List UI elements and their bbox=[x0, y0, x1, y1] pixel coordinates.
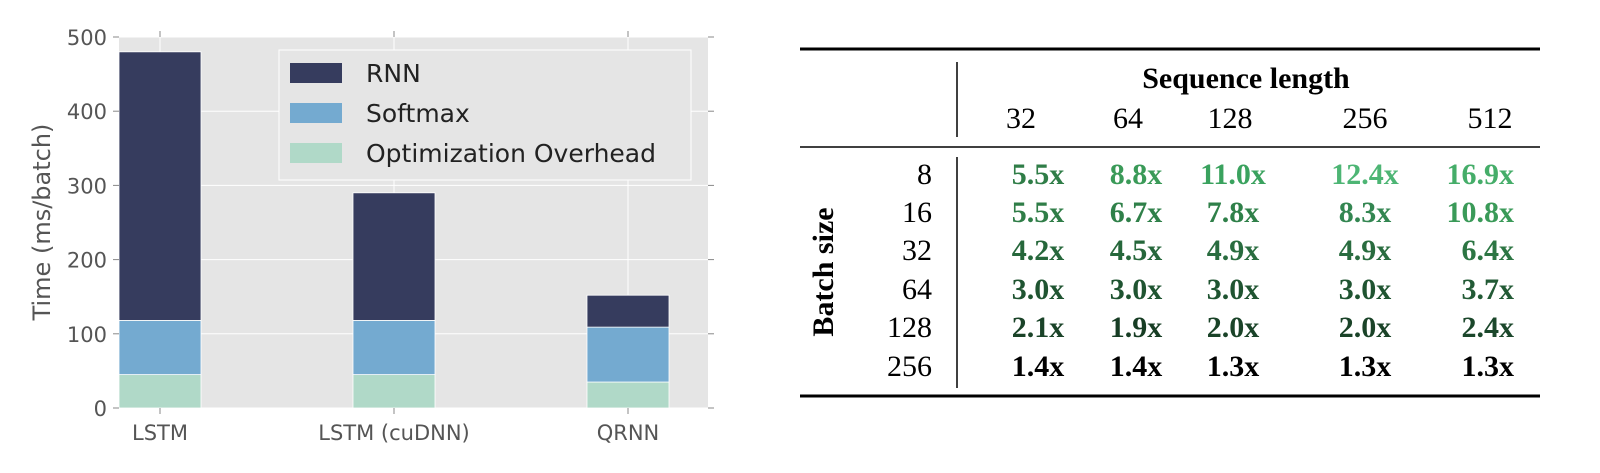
column-header: 32 bbox=[1006, 102, 1036, 135]
speedup-cell: 4.9x bbox=[1339, 234, 1392, 267]
legend-swatch-rnn bbox=[290, 63, 342, 83]
bar-softmax bbox=[118, 320, 202, 376]
legend-swatch-softmax bbox=[290, 103, 342, 123]
speedup-cell: 11.0x bbox=[1200, 158, 1266, 191]
speedup-cell: 1.9x bbox=[1110, 311, 1163, 344]
speedup-cell: 1.4x bbox=[1012, 350, 1065, 383]
sequence-length-header: Sequence length bbox=[1142, 62, 1350, 95]
row-label: 256 bbox=[887, 350, 932, 383]
column-header: 256 bbox=[1343, 102, 1388, 135]
legend-label-softmax: Softmax bbox=[366, 99, 470, 128]
bar-optimization-overhead bbox=[118, 374, 202, 409]
bar-softmax bbox=[586, 326, 670, 383]
speedup-cell: 6.7x bbox=[1110, 196, 1163, 229]
speedup-cell: 1.3x bbox=[1462, 350, 1515, 383]
bar-rnn bbox=[118, 51, 202, 321]
legend-label-optimization-overhead: Optimization Overhead bbox=[366, 139, 656, 168]
column-header: 64 bbox=[1113, 102, 1143, 135]
y-tick-label: 500 bbox=[67, 26, 107, 50]
speedup-table: Sequence length Batch size 32 64 128 256 512… bbox=[800, 0, 1580, 473]
y-tick-label: 400 bbox=[67, 100, 107, 124]
row-label: 64 bbox=[902, 273, 932, 306]
column-headers: 32 64 128 256 512 bbox=[1006, 102, 1513, 135]
speedup-cell: 10.8x bbox=[1447, 196, 1515, 229]
speedup-cell: 2.1x bbox=[1012, 311, 1065, 344]
row-label: 32 bbox=[902, 234, 932, 267]
speedup-cell: 4.9x bbox=[1207, 234, 1260, 267]
legend-swatch-optimization-overhead bbox=[290, 143, 342, 163]
batch-size-header: Batch size bbox=[807, 207, 840, 336]
speedup-cell: 3.0x bbox=[1207, 273, 1260, 306]
column-header: 512 bbox=[1468, 102, 1513, 135]
speedup-cell: 5.5x bbox=[1012, 158, 1065, 191]
speedup-cell: 3.0x bbox=[1339, 273, 1392, 306]
y-tick-label: 300 bbox=[67, 174, 107, 198]
y-tick-label: 200 bbox=[67, 249, 107, 273]
x-tick-label: QRNN bbox=[597, 421, 660, 445]
x-tick-label: LSTM bbox=[132, 421, 188, 445]
speedup-cell: 8.8x bbox=[1110, 158, 1163, 191]
row-label: 8 bbox=[917, 158, 932, 191]
speedup-cell: 5.5x bbox=[1012, 196, 1065, 229]
speedup-cell: 7.8x bbox=[1207, 196, 1260, 229]
speedup-cell: 16.9x bbox=[1447, 158, 1515, 191]
speedup-cell: 2.0x bbox=[1339, 311, 1392, 344]
speedup-cell: 1.3x bbox=[1207, 350, 1260, 383]
speedup-cell: 1.3x bbox=[1339, 350, 1392, 383]
legend-box bbox=[278, 49, 692, 181]
speedup-cell: 2.0x bbox=[1207, 311, 1260, 344]
x-tick-label: LSTM (cuDNN) bbox=[318, 421, 469, 445]
table-body: 8 5.5x 8.8x 11.0x 12.4x 16.9x 16 5.5x 6.7x 7.8x 8.… bbox=[887, 158, 1514, 383]
speedup-cell: 3.0x bbox=[1012, 273, 1065, 306]
y-tick-label: 0 bbox=[94, 397, 107, 421]
speedup-cell: 12.4x bbox=[1331, 158, 1399, 191]
speedup-cell: 4.2x bbox=[1012, 234, 1065, 267]
speedup-cell: 3.7x bbox=[1462, 273, 1515, 306]
stacked-bar-chart: 0 100 200 300 400 500 LSTM LSTM (cuDNN) QRNN Tim… bbox=[28, 26, 714, 445]
speedup-cell: 6.4x bbox=[1462, 234, 1515, 267]
legend-label-rnn: RNN bbox=[366, 59, 421, 88]
speedup-cell: 2.4x bbox=[1462, 311, 1515, 344]
row-label: 16 bbox=[902, 196, 932, 229]
speedup-cell: 8.3x bbox=[1339, 196, 1392, 229]
axis-ticks: 0 100 200 300 400 500 LSTM LSTM (cuDNN) QRNN bbox=[67, 26, 714, 445]
speedup-cell: 3.0x bbox=[1110, 273, 1163, 306]
y-tick-label: 100 bbox=[67, 323, 107, 347]
bar-optimization-overhead bbox=[586, 381, 670, 409]
speedup-cell: 1.4x bbox=[1110, 350, 1163, 383]
bar-optimization-overhead bbox=[352, 374, 436, 409]
bar-rnn bbox=[586, 294, 670, 328]
column-header: 128 bbox=[1208, 102, 1253, 135]
y-axis-label: Time (ms/batch) bbox=[28, 124, 56, 322]
bar-rnn bbox=[352, 192, 436, 321]
bars bbox=[118, 51, 670, 409]
speedup-cell: 4.5x bbox=[1110, 234, 1163, 267]
bar-softmax bbox=[352, 320, 436, 376]
row-label: 128 bbox=[887, 311, 932, 344]
legend: RNN Softmax Optimization Overhead bbox=[278, 49, 692, 181]
